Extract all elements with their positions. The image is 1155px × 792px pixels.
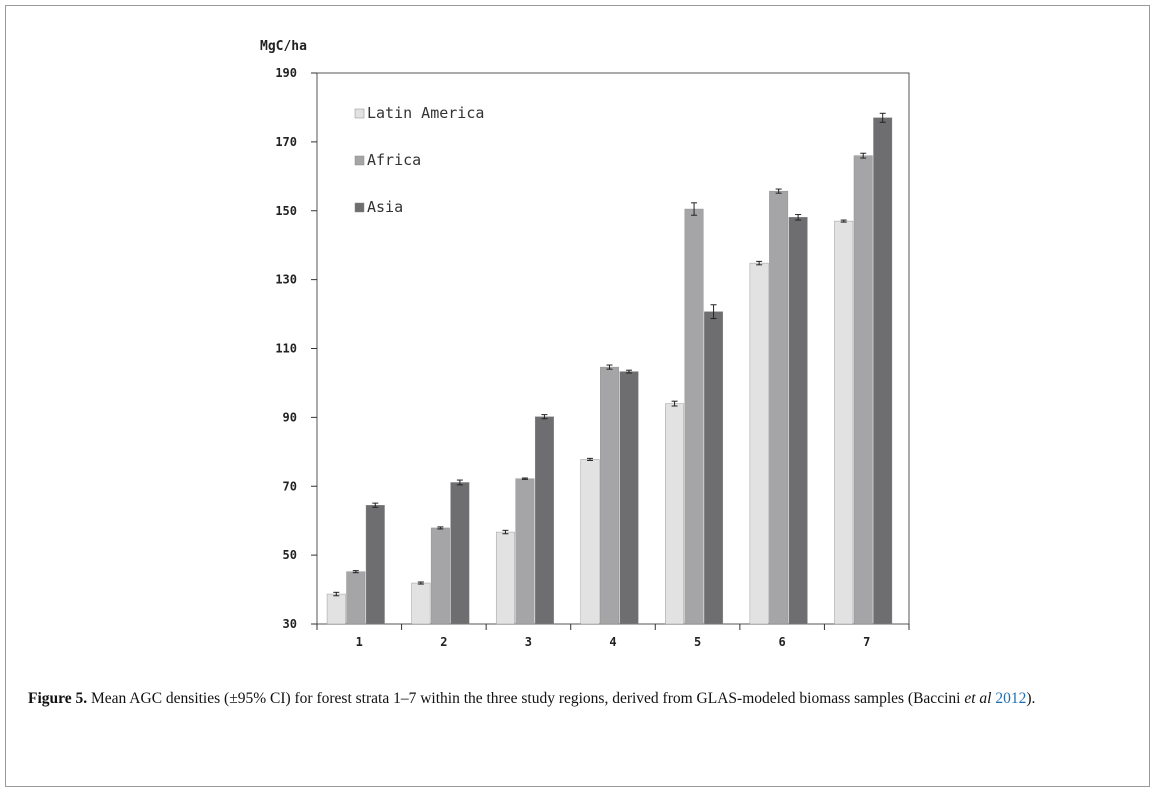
figure-caption: Figure 5. Mean AGC densities (±95% CI) f… <box>28 688 1128 710</box>
bar-chart: MgC/ha 30 50 70 90 110 130 150 170 190 1 2 3 4 5 6 7 Lat… <box>260 39 910 649</box>
legend-swatch <box>354 155 365 166</box>
y-tick-label: 110 <box>275 342 297 356</box>
bar-asia <box>788 217 808 625</box>
legend-label: Africa <box>367 151 421 169</box>
bar-latin-america <box>749 262 769 625</box>
bar-latin-america <box>834 220 854 625</box>
citation-link[interactable]: 2012 <box>995 690 1027 707</box>
x-tick-label: 4 <box>609 635 616 649</box>
bar-latin-america <box>495 531 515 625</box>
bar-africa <box>600 366 619 625</box>
legend-swatch <box>354 202 365 213</box>
bar-asia <box>619 371 639 625</box>
bar-africa <box>346 571 366 625</box>
bar-latin-america <box>580 459 600 625</box>
bar-asia <box>534 416 554 625</box>
caption-text-end: ). <box>1026 690 1036 707</box>
x-tick-label: 7 <box>863 635 870 649</box>
x-tick-label: 1 <box>356 635 363 649</box>
bar-asia <box>450 482 470 625</box>
x-tick-label: 3 <box>525 635 532 649</box>
figure-number: Figure 5. <box>28 690 88 707</box>
caption-text: Mean AGC densities (±95% CI) for forest … <box>87 690 965 707</box>
y-tick-label: 130 <box>275 273 297 287</box>
y-tick-label: 90 <box>283 410 297 424</box>
x-tick-label: 6 <box>779 635 786 649</box>
bar-latin-america <box>326 593 346 625</box>
caption-et-al: et al <box>964 690 992 707</box>
figure-frame <box>5 5 1150 787</box>
bar-africa <box>515 478 535 625</box>
y-tick-label: 50 <box>283 548 297 562</box>
legend-swatch <box>354 108 365 119</box>
y-axis-unit-label: MgC/ha <box>260 39 307 54</box>
bar-asia <box>365 504 385 625</box>
bar-asia <box>873 117 893 625</box>
x-tick-label: 5 <box>694 635 701 649</box>
y-tick-label: 170 <box>275 135 297 149</box>
y-tick-label: 190 <box>275 66 297 80</box>
x-tick-label: 2 <box>440 635 447 649</box>
legend-label: Latin America <box>367 104 484 122</box>
bar-latin-america <box>665 403 685 625</box>
bar-latin-america <box>411 582 431 625</box>
legend-label: Asia <box>367 198 403 216</box>
bar-africa <box>684 208 704 625</box>
y-tick-label: 30 <box>283 617 297 631</box>
bar-africa <box>430 527 450 625</box>
bar-africa <box>853 155 873 625</box>
bar-asia <box>704 311 724 625</box>
plot-area: 30 50 70 90 110 130 150 170 190 1 2 3 4 5 6 7 Latin Amer… <box>275 66 910 649</box>
bar-africa <box>769 190 789 625</box>
y-tick-label: 70 <box>283 479 297 493</box>
y-tick-label: 150 <box>275 204 297 218</box>
